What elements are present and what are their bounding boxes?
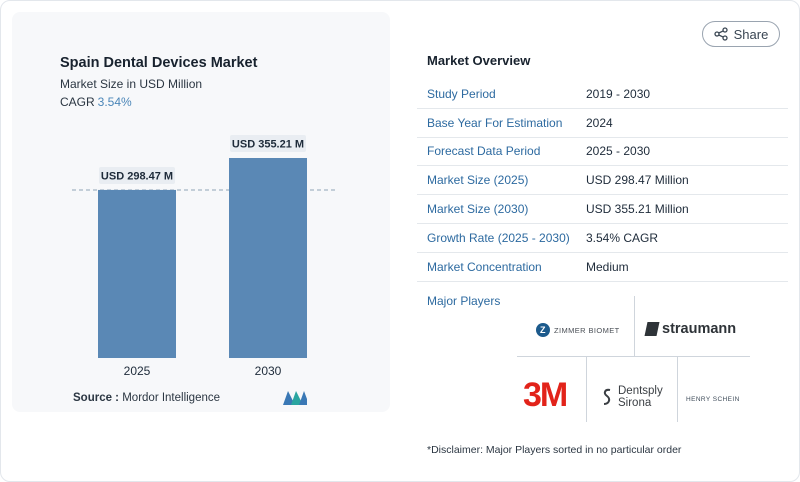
major-players-title: Major Players bbox=[427, 294, 501, 308]
share-icon bbox=[713, 27, 728, 41]
divider bbox=[677, 356, 678, 422]
dentsply-icon bbox=[603, 388, 611, 405]
dentsply-text-2: Sirona bbox=[618, 397, 652, 409]
overview-value: 2019 - 2030 bbox=[586, 86, 651, 101]
category-label: 2030 bbox=[255, 364, 282, 378]
overview-value: USD 355.21 Million bbox=[586, 202, 689, 217]
overview-value: 3.54% CAGR bbox=[586, 230, 659, 245]
bar-chart: USD 298.47 M 2025 USD 355.21 M 2030 bbox=[72, 135, 338, 378]
straumann-logo: straumann bbox=[644, 321, 737, 337]
divider bbox=[586, 356, 587, 422]
overview-row: Study Period 2019 - 2030 bbox=[417, 80, 788, 109]
overview-key: Market Size (2030) bbox=[427, 202, 529, 217]
chart-card bbox=[12, 12, 390, 412]
overview-title: Market Overview bbox=[427, 53, 531, 68]
cagr-value: 3.54% bbox=[97, 95, 132, 109]
share-label: Share bbox=[733, 26, 769, 42]
source-label: Source : bbox=[73, 392, 120, 404]
overview-value: Medium bbox=[586, 259, 629, 274]
overview-row: Base Year For Estimation 2024 bbox=[417, 109, 788, 138]
value-label: USD 355.21 M bbox=[232, 139, 304, 151]
value-label-box bbox=[230, 135, 306, 152]
straumann-text: straumann bbox=[662, 321, 737, 337]
bar bbox=[229, 158, 307, 358]
source-line: Source : Mordor Intelligence bbox=[73, 392, 220, 404]
overview-key: Market Size (2025) bbox=[427, 173, 529, 188]
overview-key: Market Concentration bbox=[427, 259, 542, 274]
dentsply-sirona-logo: Dentsply Sirona bbox=[601, 385, 663, 409]
category-label: 2025 bbox=[124, 364, 151, 378]
mordor-intelligence-logo bbox=[283, 391, 307, 405]
bar bbox=[98, 189, 176, 358]
value-label-box bbox=[99, 166, 175, 184]
value-label: USD 298.47 M bbox=[101, 170, 173, 182]
overview-key: Forecast Data Period bbox=[427, 144, 541, 159]
overview-row: Forecast Data Period 2025 - 2030 bbox=[417, 138, 788, 167]
overview-value: USD 298.47 Million bbox=[586, 173, 689, 188]
overview-row: Market Size (2030) USD 355.21 Million bbox=[417, 195, 788, 224]
overview-value: 2024 bbox=[586, 115, 613, 130]
overview-row: Growth Rate (2025 - 2030) 3.54% CAGR bbox=[417, 224, 788, 253]
source-text: Mordor Intelligence bbox=[122, 392, 221, 404]
overview-value: 2025 - 2030 bbox=[586, 144, 651, 159]
overview-key: Growth Rate (2025 - 2030) bbox=[427, 230, 570, 245]
dentsply-text-1: Dentsply bbox=[618, 385, 663, 397]
disclaimer: *Disclaimer: Major Players sorted in no … bbox=[427, 444, 682, 456]
chart-title: Spain Dental Devices Market bbox=[60, 55, 258, 71]
zimmer-biomet-logo: Z ZIMMER BIOMET bbox=[536, 323, 620, 337]
cagr-line: CAGR 3.54% bbox=[60, 95, 132, 109]
straumann-icon bbox=[644, 322, 660, 336]
henry-schein-logo: HENRY SCHEIN bbox=[686, 396, 740, 403]
3m-logo: 3M bbox=[523, 376, 568, 414]
share-button[interactable]: Share bbox=[702, 21, 780, 47]
overview-table: Study Period 2019 - 2030 Base Year For Est… bbox=[417, 80, 788, 282]
overview-key: Study Period bbox=[427, 86, 496, 101]
divider bbox=[517, 356, 750, 357]
zimmer-text: ZIMMER BIOMET bbox=[554, 325, 620, 335]
chart-subtitle: Market Size in USD Million bbox=[60, 77, 203, 91]
overview-row: Market Size (2025) USD 298.47 Million bbox=[417, 166, 788, 196]
zimmer-icon: Z bbox=[536, 323, 550, 337]
divider bbox=[634, 296, 635, 356]
overview-row: Market Concentration Medium bbox=[417, 253, 788, 282]
overview-key: Base Year For Estimation bbox=[427, 115, 563, 130]
cagr-label: CAGR bbox=[60, 95, 95, 109]
